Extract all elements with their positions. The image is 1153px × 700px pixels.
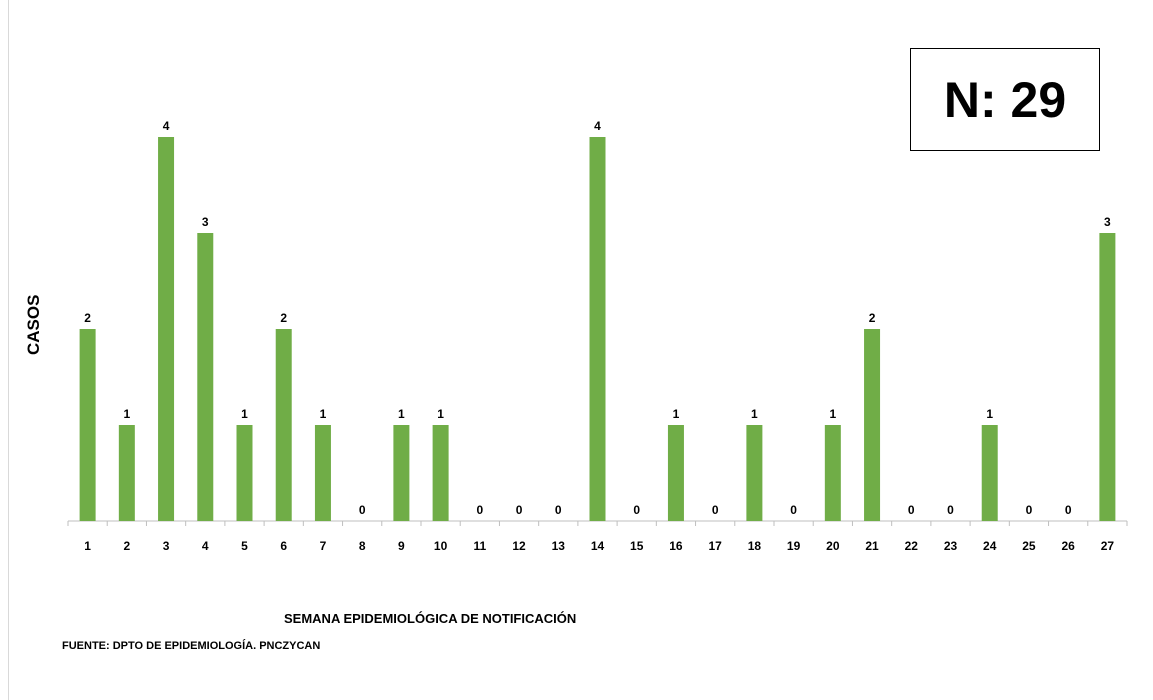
left-border-line [8, 0, 9, 700]
bar-week-10 [432, 425, 449, 521]
data-label-week-11: 0 [476, 503, 483, 517]
bar-week-24 [981, 425, 998, 521]
bar-week-20 [824, 425, 841, 521]
data-label-week-14: 4 [594, 119, 601, 133]
data-label-week-18: 1 [751, 407, 758, 421]
x-tick-label-27: 27 [1101, 539, 1115, 553]
x-tick-label-10: 10 [434, 539, 448, 553]
bar-week-2 [118, 425, 135, 521]
data-label-week-3: 4 [163, 119, 170, 133]
bar-week-16 [667, 425, 684, 521]
data-label-week-26: 0 [1065, 503, 1072, 517]
x-tick-label-14: 14 [591, 539, 605, 553]
data-label-week-22: 0 [908, 503, 915, 517]
bar-week-9 [393, 425, 410, 521]
x-tick-label-13: 13 [552, 539, 566, 553]
x-tick-label-4: 4 [202, 539, 209, 553]
source-note: FUENTE: DPTO DE EPIDEMIOLOGÍA. PNCZYCAN [62, 640, 321, 652]
data-label-week-23: 0 [947, 503, 954, 517]
bar-week-3 [158, 137, 175, 521]
x-tick-label-7: 7 [320, 539, 327, 553]
x-tick-label-3: 3 [163, 539, 170, 553]
bar-week-18 [746, 425, 763, 521]
total-count-box: N: 29 [910, 48, 1100, 151]
data-label-week-15: 0 [633, 503, 640, 517]
data-label-week-17: 0 [712, 503, 719, 517]
x-tick-label-9: 9 [398, 539, 405, 553]
x-tick-label-5: 5 [241, 539, 248, 553]
data-label-week-20: 1 [829, 407, 836, 421]
data-label-week-5: 1 [241, 407, 248, 421]
total-count-label: N: 29 [943, 71, 1067, 128]
data-label-week-21: 2 [869, 311, 876, 325]
x-axis-title: SEMANA EPIDEMIOLÓGICA DE NOTIFICACIÓN [284, 611, 577, 626]
data-label-week-24: 1 [986, 407, 993, 421]
x-tick-label-12: 12 [512, 539, 526, 553]
x-tick-label-20: 20 [826, 539, 840, 553]
y-axis-title: CASOS [24, 294, 43, 355]
x-tick-label-26: 26 [1061, 539, 1075, 553]
data-label-week-10: 1 [437, 407, 444, 421]
x-tick-label-17: 17 [708, 539, 722, 553]
data-label-week-7: 1 [320, 407, 327, 421]
bar-week-1 [79, 329, 96, 521]
bar-week-14 [589, 137, 606, 521]
bar-week-6 [275, 329, 292, 521]
x-tick-label-18: 18 [748, 539, 762, 553]
data-label-week-8: 0 [359, 503, 366, 517]
data-label-week-2: 1 [123, 407, 130, 421]
x-tick-label-19: 19 [787, 539, 801, 553]
data-label-week-1: 2 [84, 311, 91, 325]
data-label-week-25: 0 [1026, 503, 1033, 517]
x-tick-label-6: 6 [280, 539, 287, 553]
x-tick-label-16: 16 [669, 539, 683, 553]
x-tick-label-11: 11 [473, 539, 486, 553]
data-label-week-4: 3 [202, 215, 209, 229]
x-tick-label-1: 1 [84, 539, 91, 553]
data-label-week-6: 2 [280, 311, 287, 325]
x-tick-label-24: 24 [983, 539, 997, 553]
bar-week-21 [864, 329, 881, 521]
x-tick-label-25: 25 [1022, 539, 1036, 553]
x-tick-label-15: 15 [630, 539, 644, 553]
data-label-week-12: 0 [516, 503, 523, 517]
bar-week-27 [1099, 233, 1116, 521]
data-label-week-27: 3 [1104, 215, 1111, 229]
bar-week-7 [314, 425, 331, 521]
x-tick-label-23: 23 [944, 539, 958, 553]
data-label-week-9: 1 [398, 407, 405, 421]
data-label-week-13: 0 [555, 503, 562, 517]
data-label-week-19: 0 [790, 503, 797, 517]
data-label-week-16: 1 [673, 407, 680, 421]
bar-week-5 [236, 425, 253, 521]
x-tick-label-8: 8 [359, 539, 366, 553]
x-tick-label-2: 2 [123, 539, 130, 553]
bar-week-4 [197, 233, 214, 521]
x-tick-label-22: 22 [905, 539, 919, 553]
x-tick-label-21: 21 [865, 539, 879, 553]
